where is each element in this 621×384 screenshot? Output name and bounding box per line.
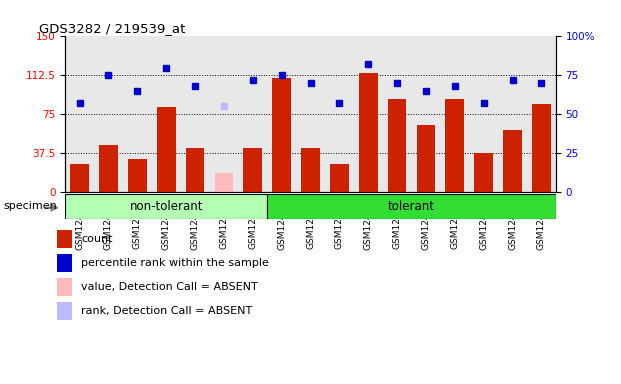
Text: GDS3282 / 219539_at: GDS3282 / 219539_at: [39, 22, 186, 35]
Bar: [65, 194, 267, 219]
Bar: [243, 149, 262, 192]
Bar: [57, 303, 72, 319]
Text: count: count: [81, 234, 112, 244]
Bar: [474, 152, 493, 192]
Bar: [532, 104, 551, 192]
Bar: [99, 146, 118, 192]
Bar: [388, 99, 407, 192]
Text: tolerant: tolerant: [388, 200, 435, 213]
Bar: [57, 230, 72, 248]
Bar: [417, 124, 435, 192]
Bar: [57, 255, 72, 272]
Bar: [359, 73, 378, 192]
Text: percentile rank within the sample: percentile rank within the sample: [81, 258, 269, 268]
Bar: [301, 149, 320, 192]
Bar: [330, 164, 349, 192]
Bar: [214, 173, 233, 192]
Bar: [157, 107, 176, 192]
Text: value, Detection Call = ABSENT: value, Detection Call = ABSENT: [81, 282, 258, 292]
Text: specimen: specimen: [3, 201, 57, 212]
Bar: [186, 149, 204, 192]
Bar: [70, 164, 89, 192]
Bar: [272, 78, 291, 192]
Text: non-tolerant: non-tolerant: [129, 200, 203, 213]
Text: rank, Detection Call = ABSENT: rank, Detection Call = ABSENT: [81, 306, 252, 316]
Bar: [503, 130, 522, 192]
Bar: [57, 278, 72, 296]
Bar: [267, 194, 556, 219]
Bar: [128, 159, 147, 192]
Bar: [445, 99, 464, 192]
